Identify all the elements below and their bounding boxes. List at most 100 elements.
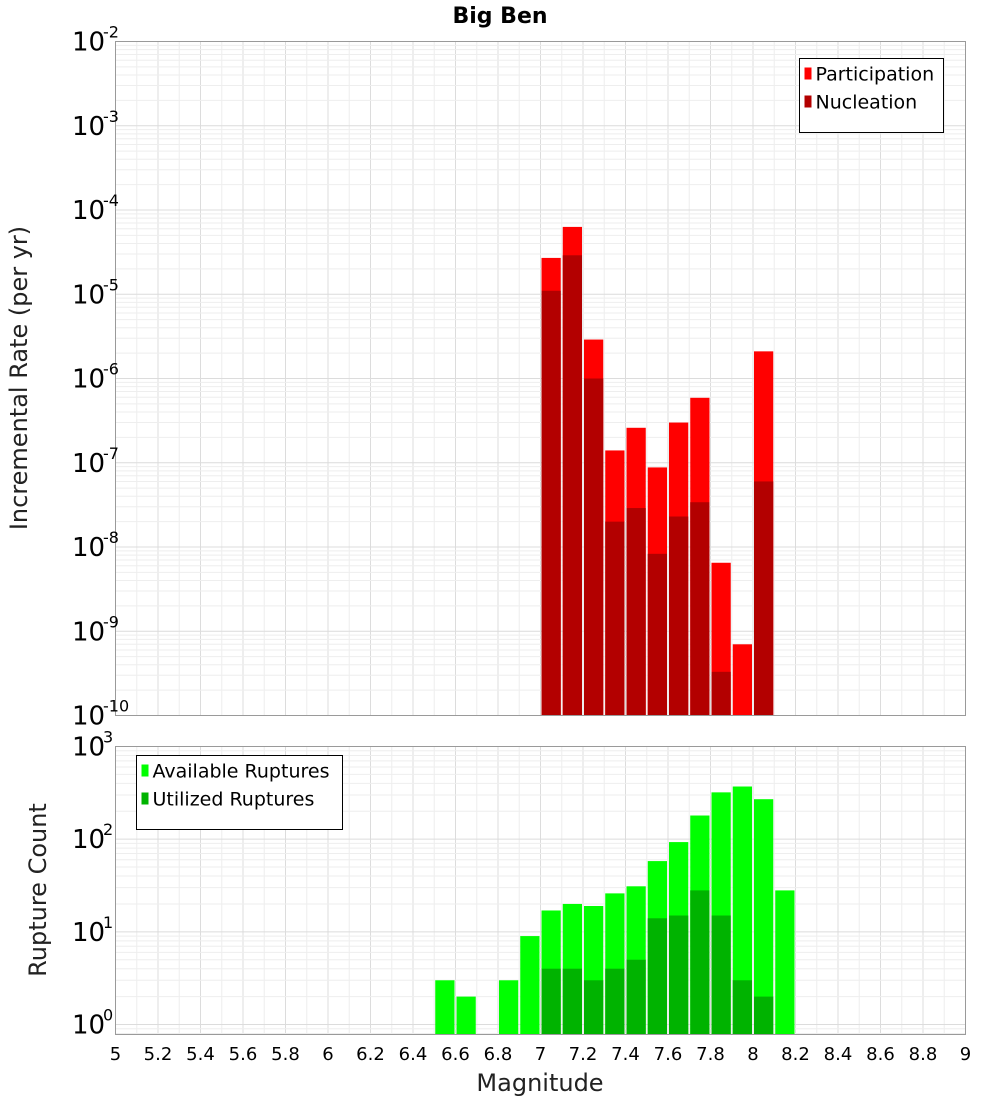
bottom-y-tick-base: 10 [72,733,105,763]
bar-nucleation [647,553,667,716]
top-y-tick-exponent: -6 [103,360,119,379]
x-tick-label: 8.4 [824,1044,853,1065]
legend-label: Utilized Ruptures [153,789,315,811]
bottom-y-tick-exponent: 1 [103,913,113,932]
bar-nucleation [669,516,689,716]
top-y-tick-exponent: -10 [103,697,129,716]
x-tick-label: 5.8 [271,1044,300,1065]
bar-utilized-ruptures [584,980,604,1035]
x-tick-label: 7.6 [654,1044,683,1065]
top-y-tick: 10-9 [72,612,119,647]
x-tick-label: 6.4 [399,1044,428,1065]
x-tick-label: 7 [535,1044,546,1065]
bar-utilized-ruptures [562,968,582,1035]
bottom-y-tick-exponent: 2 [103,820,113,839]
x-tick-label: 5.4 [186,1044,215,1065]
x-tick-label: 8.6 [866,1044,895,1065]
top-y-tick-exponent: -5 [103,275,119,294]
bottom-y-tick: 102 [72,820,113,855]
x-tick-label: 7.2 [569,1044,598,1065]
top-plot-frame [115,41,966,716]
bar-utilized-ruptures [647,918,667,1035]
bottom-y-tick-base: 10 [72,825,105,855]
legend-swatch [804,67,812,80]
x-tick-label: 8.2 [781,1044,810,1065]
bar-utilized-ruptures [669,915,689,1035]
bar-utilized-ruptures [711,915,731,1035]
bar-nucleation [754,481,774,716]
bottom-y-tick: 103 [72,728,113,763]
top-y-tick-base: 10 [72,617,105,647]
legend-box [799,58,944,133]
x-axis-label: Magnitude [476,1069,603,1097]
top-y-tick-exponent: -3 [103,107,119,126]
top-y-tick-base: 10 [72,28,105,58]
x-tick-label: 6 [322,1044,333,1065]
top-y-tick-base: 10 [72,280,105,310]
bottom-y-axis-label: Rupture Count [24,803,52,977]
legend-box [136,755,343,830]
bar-available-ruptures [754,799,774,1035]
top-y-tick-exponent: -9 [103,612,119,631]
bar-utilized-ruptures [541,968,561,1035]
top-y-tick: 10-2 [72,23,119,58]
legend-label: Available Ruptures [153,761,330,783]
bottom-y-tick-base: 10 [72,918,105,948]
top-y-axis-label: Incremental Rate (per yr) [5,226,33,530]
bar-utilized-ruptures [626,959,646,1035]
top-y-tick: 10-3 [72,107,119,142]
bar-utilized-ruptures [732,980,752,1035]
bar-available-ruptures [775,890,795,1035]
bottom-y-tick-exponent: 0 [103,1006,113,1025]
x-ticks: 5 5.2 5.4 5.6 5.8 6 6.2 6.4 6.6 6.8 7 7.2 7.4 7.6 7.8 8… [110,1044,971,1065]
legend-swatch [804,95,812,108]
bar-nucleation [584,378,604,716]
legend-swatch [141,792,149,805]
top-grid [115,41,966,716]
bottom-legend: Available Ruptures Utilized Ruptures [136,755,343,830]
legend-label: Participation [816,64,935,86]
top-y-tick-base: 10 [72,196,105,226]
top-y-tick: 10-5 [72,275,119,310]
bottom-y-tick-exponent: 3 [103,728,113,747]
legend-label: Nucleation [816,92,918,114]
top-y-tick: 10-4 [72,191,119,226]
top-y-tick-exponent: -2 [103,23,119,42]
bar-available-ruptures [456,996,476,1035]
bottom-y-tick: 100 [72,1006,113,1041]
bar-nucleation [626,508,646,716]
bar-available-ruptures [732,786,752,1035]
top-y-tick-base: 10 [72,702,105,732]
bar-available-ruptures [520,936,540,1035]
top-y-tick-exponent: -8 [103,528,119,547]
x-tick-label: 9 [960,1044,971,1065]
top-y-tick-exponent: -7 [103,444,119,463]
top-y-tick-base: 10 [72,449,105,479]
top-y-tick-exponent: -4 [103,191,119,210]
top-y-tick: 10-10 [72,697,129,732]
bottom-y-tick-base: 10 [72,1011,105,1041]
bottom-bars [435,786,795,1035]
top-y-tick-base: 10 [72,112,105,142]
x-tick-label: 6.8 [484,1044,513,1065]
top-y-tick: 10-8 [72,528,119,563]
x-tick-label: 5.6 [229,1044,258,1065]
bottom-plot-frame [115,746,966,1035]
bar-utilized-ruptures [605,968,625,1035]
x-tick-label: 7.4 [611,1044,640,1065]
bar-participation [732,644,752,716]
bar-nucleation [541,290,561,716]
bar-available-ruptures [435,980,455,1035]
x-tick-label: 6.2 [356,1044,385,1065]
chart-title: Big Ben [452,4,547,29]
top-y-tick-base: 10 [72,365,105,395]
top-y-tick: 10-7 [72,444,119,479]
x-tick-label: 5 [110,1044,121,1065]
top-y-tick-base: 10 [72,533,105,563]
bar-available-ruptures [499,980,519,1035]
